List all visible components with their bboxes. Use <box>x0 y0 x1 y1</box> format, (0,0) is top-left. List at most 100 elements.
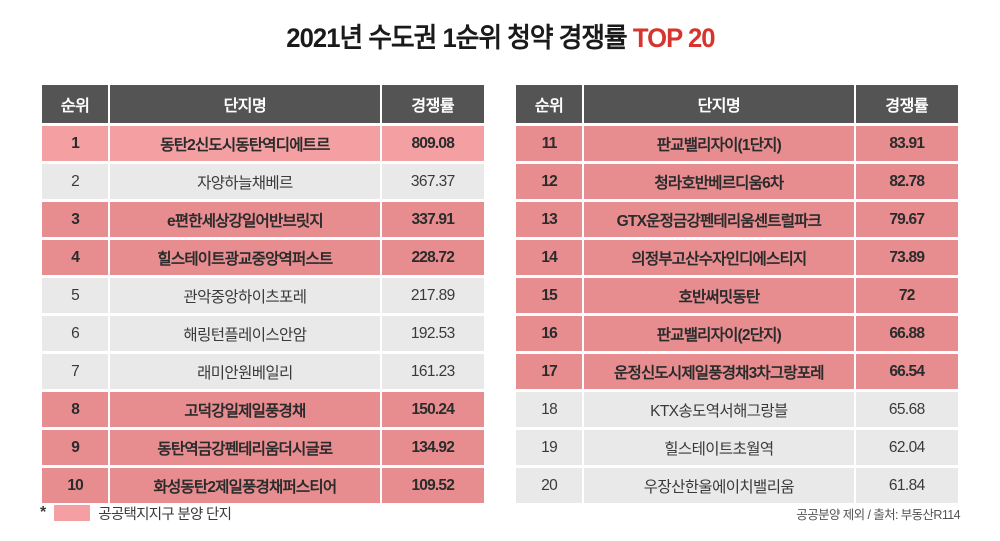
table-row: 4 힐스테이트광교중앙역퍼스트 228.72 <box>42 240 484 275</box>
cell-complex-name: 화성동탄2제일풍경채퍼스티어 <box>110 468 380 503</box>
asterisk-icon: * <box>40 504 47 521</box>
cell-competition-rate: 73.89 <box>855 240 958 275</box>
cell-complex-name: 힐스테이트광교중앙역퍼스트 <box>110 240 380 275</box>
cell-rank: 19 <box>516 430 583 465</box>
cell-rank: 11 <box>516 126 583 161</box>
cell-competition-rate: 809.08 <box>381 126 484 161</box>
cell-complex-name: 우장산한울에이치밸리움 <box>584 468 854 503</box>
table-row: 5 관악중앙하이츠포레 217.89 <box>42 278 484 313</box>
table-row: 6 해링턴플레이스안암 192.53 <box>42 316 484 351</box>
cell-complex-name: GTX운정금강펜테리움센트럴파크 <box>584 202 854 237</box>
cell-complex-name: 동탄2신도시동탄역디에트르 <box>110 126 380 161</box>
cell-rank: 14 <box>516 240 583 275</box>
cell-complex-name: KTX송도역서해그랑블 <box>584 392 854 427</box>
cell-rank: 13 <box>516 202 583 237</box>
cell-competition-rate: 161.23 <box>381 354 484 389</box>
cell-complex-name: 관악중앙하이츠포레 <box>110 278 380 313</box>
table-row: 3 e편한세상강일어반브릿지 337.91 <box>42 202 484 237</box>
table-row: 15 호반써밋동탄 72 <box>516 278 958 313</box>
header-rate: 경쟁률 <box>855 85 958 123</box>
table-row: 12 청라호반베르디움6차 82.78 <box>516 164 958 199</box>
table-row: 13 GTX운정금강펜테리움센트럴파크 79.67 <box>516 202 958 237</box>
table-header-right: 순위 단지명 경쟁률 <box>516 85 958 123</box>
table-header-left: 순위 단지명 경쟁률 <box>42 85 484 123</box>
header-row: 순위 단지명 경쟁률 <box>516 85 958 123</box>
cell-complex-name: 청라호반베르디움6차 <box>584 164 854 199</box>
header-name: 단지명 <box>110 85 380 123</box>
cell-rank: 12 <box>516 164 583 199</box>
header-rate: 경쟁률 <box>381 85 484 123</box>
cell-rank: 16 <box>516 316 583 351</box>
table-row: 1 동탄2신도시동탄역디에트르 809.08 <box>42 126 484 161</box>
cell-competition-rate: 83.91 <box>855 126 958 161</box>
page-title-main: 2021년 수도권 1순위 청약 경쟁률 <box>285 23 633 53</box>
cell-competition-rate: 367.37 <box>381 164 484 199</box>
cell-complex-name: 힐스테이트초월역 <box>584 430 854 465</box>
cell-competition-rate: 62.04 <box>855 430 958 465</box>
cell-complex-name: 호반써밋동탄 <box>584 278 854 313</box>
cell-rank: 5 <box>42 278 109 313</box>
table-row: 11 판교밸리자이(1단지) 83.91 <box>516 126 958 161</box>
cell-complex-name: 판교밸리자이(1단지) <box>584 126 854 161</box>
cell-complex-name: 해링턴플레이스안암 <box>110 316 380 351</box>
table-row: 8 고덕강일제일풍경채 150.24 <box>42 392 484 427</box>
table-row: 2 자양하늘채베르 367.37 <box>42 164 484 199</box>
cell-competition-rate: 217.89 <box>381 278 484 313</box>
cell-rank: 3 <box>42 202 109 237</box>
table-row: 17 운정신도시제일풍경채3차그랑포레 66.54 <box>516 354 958 389</box>
cell-competition-rate: 61.84 <box>855 468 958 503</box>
cell-complex-name: 판교밸리자이(2단지) <box>584 316 854 351</box>
table-body-left: 1 동탄2신도시동탄역디에트르 809.08 2 자양하늘채베르 367.37 3 e편한세상… <box>42 126 484 503</box>
cell-competition-rate: 66.54 <box>855 354 958 389</box>
cell-rank: 8 <box>42 392 109 427</box>
cell-competition-rate: 134.92 <box>381 430 484 465</box>
cell-rank: 17 <box>516 354 583 389</box>
table-row: 9 동탄역금강펜테리움더시글로 134.92 <box>42 430 484 465</box>
table-row: 14 의정부고산수자인디에스티지 73.89 <box>516 240 958 275</box>
cell-complex-name: 의정부고산수자인디에스티지 <box>584 240 854 275</box>
table-row: 20 우장산한울에이치밸리움 61.84 <box>516 468 958 503</box>
cell-rank: 9 <box>42 430 109 465</box>
cell-rank: 7 <box>42 354 109 389</box>
ranking-table-left: 순위 단지명 경쟁률 1 동탄2신도시동탄역디에트르 809.08 2 자양하늘채베르 3… <box>40 82 486 506</box>
cell-competition-rate: 65.68 <box>855 392 958 427</box>
header-name: 단지명 <box>584 85 854 123</box>
ranking-table-right: 순위 단지명 경쟁률 11 판교밸리자이(1단지) 83.91 12 청라호반베르디움6… <box>514 82 960 506</box>
header-rank: 순위 <box>516 85 583 123</box>
cell-rank: 4 <box>42 240 109 275</box>
cell-complex-name: 고덕강일제일풍경채 <box>110 392 380 427</box>
table-row: 18 KTX송도역서해그랑블 65.68 <box>516 392 958 427</box>
header-row: 순위 단지명 경쟁률 <box>42 85 484 123</box>
cell-competition-rate: 150.24 <box>381 392 484 427</box>
source-note: 공공분양 제외 / 출처: 부동산R114 <box>796 507 960 522</box>
cell-rank: 6 <box>42 316 109 351</box>
cell-competition-rate: 109.52 <box>381 468 484 503</box>
legend-color-swatch <box>54 505 91 521</box>
table-row: 19 힐스테이트초월역 62.04 <box>516 430 958 465</box>
cell-competition-rate: 82.78 <box>855 164 958 199</box>
cell-rank: 15 <box>516 278 583 313</box>
cell-complex-name: 자양하늘채베르 <box>110 164 380 199</box>
cell-competition-rate: 337.91 <box>381 202 484 237</box>
cell-complex-name: 래미안원베일리 <box>110 354 380 389</box>
cell-rank: 1 <box>42 126 109 161</box>
table-row: 16 판교밸리자이(2단지) 66.88 <box>516 316 958 351</box>
header-rank: 순위 <box>42 85 109 123</box>
footer: * 공공택지지구 분양 단지 공공분양 제외 / 출처: 부동산R114 <box>40 503 961 524</box>
legend-label: 공공택지지구 분양 단지 <box>98 506 232 523</box>
table-row: 7 래미안원베일리 161.23 <box>42 354 484 389</box>
cell-competition-rate: 72 <box>855 278 958 313</box>
legend: * 공공택지지구 분양 단지 <box>40 503 232 524</box>
tables-container: 순위 단지명 경쟁률 1 동탄2신도시동탄역디에트르 809.08 2 자양하늘채베르 3… <box>40 82 960 506</box>
cell-competition-rate: 228.72 <box>381 240 484 275</box>
cell-rank: 2 <box>42 164 109 199</box>
cell-complex-name: 운정신도시제일풍경채3차그랑포레 <box>584 354 854 389</box>
cell-competition-rate: 66.88 <box>855 316 958 351</box>
cell-rank: 20 <box>516 468 583 503</box>
page-title: 2021년 수도권 1순위 청약 경쟁률 TOP 20 <box>285 16 715 55</box>
table-row: 10 화성동탄2제일풍경채퍼스티어 109.52 <box>42 468 484 503</box>
title-bar: 2021년 수도권 1순위 청약 경쟁률 TOP 20 <box>0 0 1000 53</box>
table-body-right: 11 판교밸리자이(1단지) 83.91 12 청라호반베르디움6차 82.78 13 GTX… <box>516 126 958 503</box>
cell-rank: 10 <box>42 468 109 503</box>
